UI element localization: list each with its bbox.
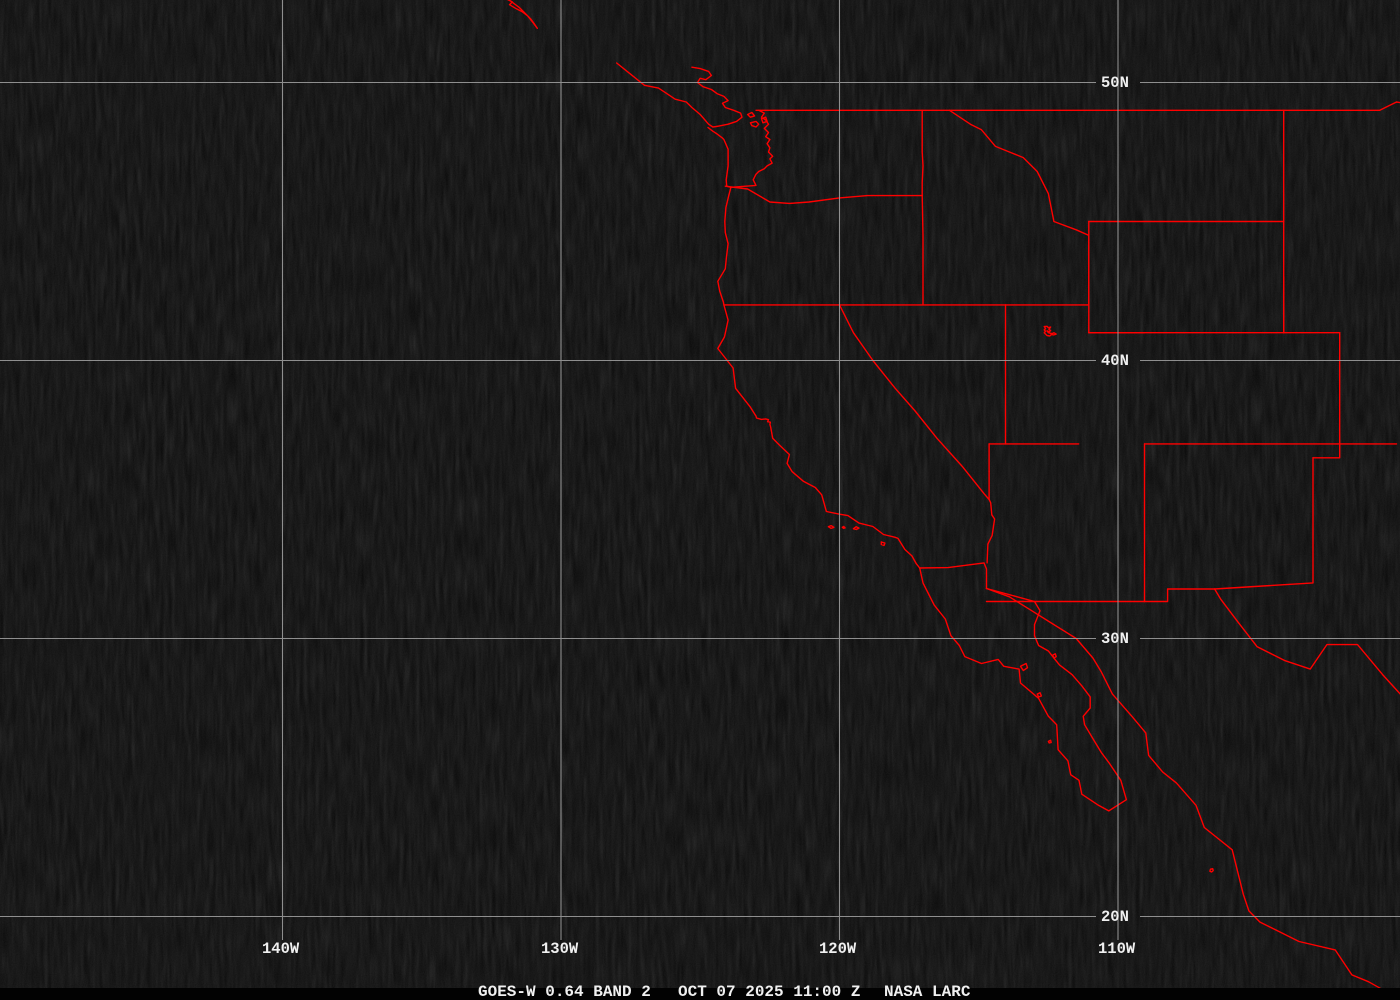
svg-text:NASA LARC: NASA LARC: [884, 983, 971, 1000]
svg-text:GOES-W 0.64 BAND 2: GOES-W 0.64 BAND 2: [478, 983, 651, 1000]
svg-text:OCT 07 2025 11:00 Z: OCT 07 2025 11:00 Z: [678, 983, 860, 1000]
